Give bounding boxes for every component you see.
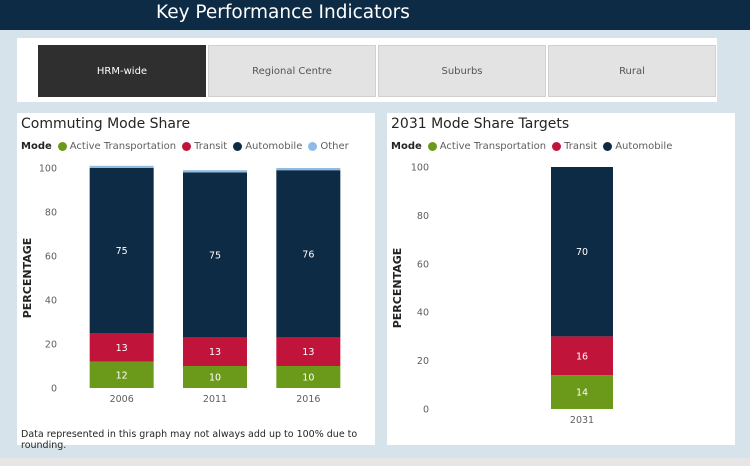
legend-title: Mode xyxy=(391,141,422,152)
data-label: 10 xyxy=(302,373,314,384)
legend-dot xyxy=(552,142,562,151)
legend-title: Mode xyxy=(21,141,52,152)
legend-item-other[interactable]: Other xyxy=(308,141,349,152)
y-tick-label: 40 xyxy=(417,308,429,319)
bar-automobile xyxy=(551,167,613,337)
tab-hrm-wide[interactable]: HRM-wide xyxy=(38,45,206,97)
data-label: 13 xyxy=(209,347,221,358)
legend-dot xyxy=(233,142,243,151)
bar-other xyxy=(183,170,247,173)
y-tick-label: 0 xyxy=(51,384,57,395)
commuting-mode-share-panel: Commuting Mode Share Mode Active Transpo… xyxy=(17,113,375,451)
bar-automobile xyxy=(89,168,154,333)
chart-title: 2031 Mode Share Targets xyxy=(391,116,570,132)
chart-title: Commuting Mode Share xyxy=(21,116,191,132)
x-tick-label: 2006 xyxy=(110,394,134,405)
y-tick-label: 100 xyxy=(411,163,429,174)
legend-label: Active Transportation xyxy=(69,141,177,152)
y-tick-label: 0 xyxy=(423,405,429,416)
region-tabs: HRM-wide Regional Centre Suburbs Rural xyxy=(17,38,717,102)
mode-share-targets-chart: 0 20 40 60 80 100 PERCENTAGE 14 16 70 2031 xyxy=(391,163,613,426)
legend-item-transit[interactable]: Transit xyxy=(552,141,597,152)
legend-dot xyxy=(427,142,437,151)
y-tick-label: 60 xyxy=(417,259,429,270)
x-tick-label: 2031 xyxy=(570,415,594,426)
bar-automobile xyxy=(276,170,341,338)
bar-transit xyxy=(276,337,341,366)
chart-legend: Mode Active Transportation Transit Autom… xyxy=(391,141,678,152)
data-label: 75 xyxy=(116,246,128,257)
bar-active-transportation xyxy=(551,375,613,409)
y-axis-label: PERCENTAGE xyxy=(21,238,34,319)
legend-label: Active Transportation xyxy=(439,141,547,152)
bar-transit xyxy=(89,333,154,362)
legend-item-automobile[interactable]: Automobile xyxy=(233,141,302,152)
data-label: 13 xyxy=(116,343,128,354)
rounding-note: Data represented in this graph may not a… xyxy=(21,429,358,451)
commuting-mode-share-chart: 0 20 40 60 80 100 PERCENTAGE 12 13 75 2006 10 13 75 20… xyxy=(21,164,341,405)
legend-dot xyxy=(603,142,613,151)
legend-item-active-transportation[interactable]: Active Transportation xyxy=(427,141,547,152)
x-tick-label: 2011 xyxy=(203,394,227,405)
chart-legend: Mode Active Transportation Transit Autom… xyxy=(21,141,355,152)
mode-share-targets-panel: 2031 Mode Share Targets Mode Active Tran… xyxy=(387,113,735,445)
data-label: 16 xyxy=(576,351,588,362)
data-label: 14 xyxy=(576,388,588,399)
y-tick-label: 20 xyxy=(417,356,429,367)
legend-item-automobile[interactable]: Automobile xyxy=(603,141,672,152)
legend-label: Automobile xyxy=(615,141,673,152)
y-tick-label: 80 xyxy=(45,208,57,219)
y-axis-label: PERCENTAGE xyxy=(391,248,404,329)
tab-rural[interactable]: Rural xyxy=(548,45,716,97)
legend-label: Other xyxy=(320,141,349,152)
tab-regional-centre[interactable]: Regional Centre xyxy=(208,45,376,97)
legend-label: Transit xyxy=(194,141,228,152)
bar-other xyxy=(89,165,154,168)
bar-other xyxy=(276,168,341,171)
bar-automobile xyxy=(183,172,247,338)
page-title: Key Performance Indicators xyxy=(156,2,410,23)
page-header: Key Performance Indicators xyxy=(0,0,750,30)
bottom-scroll-strip xyxy=(0,458,750,466)
legend-label: Transit xyxy=(564,141,598,152)
legend-dot xyxy=(308,142,318,151)
y-tick-label: 20 xyxy=(45,340,57,351)
bar-active-transportation xyxy=(276,366,341,388)
legend-label: Automobile xyxy=(245,141,303,152)
bar-transit xyxy=(183,337,247,366)
bar-transit xyxy=(551,336,613,376)
data-label: 76 xyxy=(302,249,314,260)
bar-active-transportation xyxy=(89,361,154,388)
bar-active-transportation xyxy=(183,366,247,388)
data-label: 70 xyxy=(576,247,588,258)
y-tick-label: 60 xyxy=(45,252,57,263)
data-label: 10 xyxy=(209,373,221,384)
legend-item-transit[interactable]: Transit xyxy=(182,141,227,152)
y-tick-label: 100 xyxy=(39,164,57,175)
data-label: 12 xyxy=(116,370,128,381)
y-tick-label: 80 xyxy=(417,211,429,222)
legend-dot xyxy=(57,142,67,151)
tab-suburbs[interactable]: Suburbs xyxy=(378,45,546,97)
legend-dot xyxy=(182,142,192,151)
data-label: 75 xyxy=(209,250,221,261)
y-tick-label: 40 xyxy=(45,296,57,307)
x-tick-label: 2016 xyxy=(296,394,320,405)
data-label: 13 xyxy=(302,347,314,358)
legend-item-active-transportation[interactable]: Active Transportation xyxy=(57,141,177,152)
